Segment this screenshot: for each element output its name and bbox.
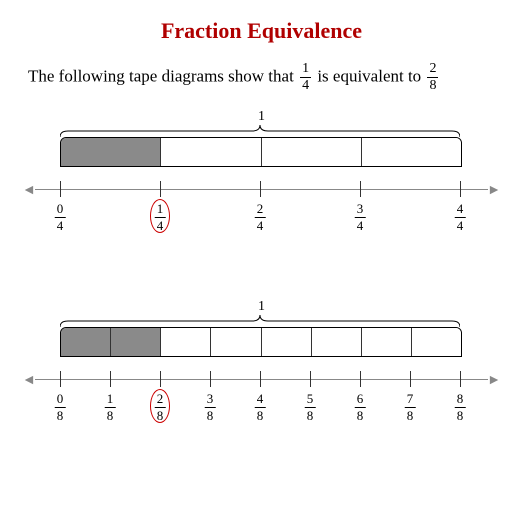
tick-mark: [60, 181, 61, 197]
fraction-numerator: 2: [427, 62, 438, 78]
tick-label: 58: [305, 391, 316, 424]
tape-bar: [60, 327, 462, 357]
tick-label: 38: [205, 391, 216, 424]
description-sentence: The following tape diagrams show that 1 …: [0, 44, 523, 93]
tape-diagram-1: 1◄►0414243444: [20, 123, 503, 283]
tick-label: 24: [255, 201, 266, 234]
tick-mark: [260, 181, 261, 197]
fraction-one-quarter: 1 4: [300, 62, 311, 93]
tape-cell-shaded: [61, 138, 161, 166]
tape-cell: [211, 328, 261, 356]
sentence-prefix: The following tape diagrams show that: [28, 66, 298, 85]
tape-cell: [262, 328, 312, 356]
page-title: Fraction Equivalence: [0, 0, 523, 44]
number-line: ◄►081828384858687888: [20, 369, 503, 429]
tick-mark: [110, 371, 111, 387]
tick-mark: [310, 371, 311, 387]
tape-cell: [362, 138, 461, 166]
arrow-left-icon: ◄: [22, 183, 36, 199]
fraction-denominator: 4: [300, 78, 311, 93]
arrow-left-icon: ◄: [22, 373, 36, 389]
fraction-numerator: 1: [300, 62, 311, 78]
tick-label: 18: [105, 391, 116, 424]
tick-label: 08: [55, 391, 66, 424]
tape-cell-shaded: [111, 328, 161, 356]
tick-mark: [360, 181, 361, 197]
brace-label: 1: [20, 109, 503, 125]
brace-icon: [60, 123, 460, 137]
tape-cell: [161, 138, 261, 166]
tick-mark: [460, 371, 461, 387]
tape-cell: [262, 138, 362, 166]
brace-label: 1: [20, 299, 503, 315]
fraction-two-eighths: 2 8: [427, 62, 438, 93]
tick-label: 48: [255, 391, 266, 424]
tick-label: 34: [355, 201, 366, 234]
number-line: ◄►0414243444: [20, 179, 503, 239]
brace-icon: [60, 313, 460, 327]
arrow-right-icon: ►: [487, 183, 501, 199]
arrow-right-icon: ►: [487, 373, 501, 389]
tick-mark: [260, 371, 261, 387]
tick-label: 44: [455, 201, 466, 234]
tape-cell: [312, 328, 362, 356]
tick-mark: [60, 371, 61, 387]
tick-label: 78: [405, 391, 416, 424]
tick-label: 04: [55, 201, 66, 234]
tape-bar: [60, 137, 462, 167]
tick-label: 68: [355, 391, 366, 424]
tape-cell: [412, 328, 461, 356]
axis-line: [35, 189, 488, 190]
tick-mark: [160, 371, 161, 387]
axis-line: [35, 379, 488, 380]
tick-mark: [210, 371, 211, 387]
highlight-circle: [150, 199, 170, 233]
sentence-mid: is equivalent to: [317, 66, 425, 85]
tick-mark: [160, 181, 161, 197]
tape-cell: [161, 328, 211, 356]
tape-cell: [362, 328, 412, 356]
tick-label: 88: [455, 391, 466, 424]
tape-diagram-2: 1◄►081828384858687888: [20, 313, 503, 473]
fraction-denominator: 8: [427, 78, 438, 93]
tick-mark: [360, 371, 361, 387]
tick-mark: [460, 181, 461, 197]
highlight-circle: [150, 389, 170, 423]
tape-cell-shaded: [61, 328, 111, 356]
diagrams-container: 1◄►04142434441◄►081828384858687888: [0, 123, 523, 473]
tick-mark: [410, 371, 411, 387]
